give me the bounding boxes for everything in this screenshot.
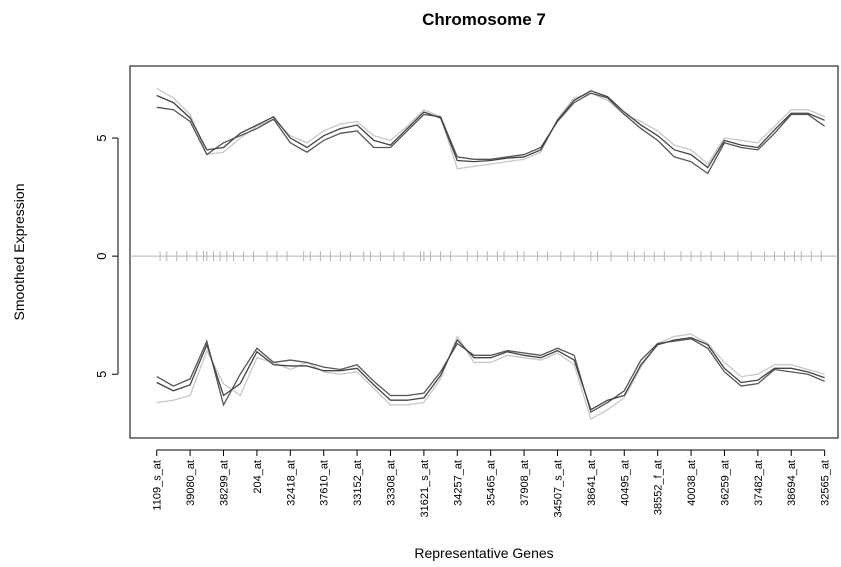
series-line [156,92,826,175]
x-tick-label: 40038_at [686,460,698,506]
y-tick-label: 5 [94,371,109,378]
chart-title: Chromosome 7 [422,10,546,29]
x-tick-label: 35465_at [486,460,498,506]
x-tick-label: 38552_f_at [653,460,665,515]
x-tick-label: 32418_at [285,460,297,506]
y-tick-label: 0 [94,253,109,260]
x-tick-label: 31621_s_at [419,460,431,518]
x-tick-label: 36259_at [719,460,731,506]
y-tick-label: 5 [94,134,109,141]
series-line [156,336,825,411]
series-line [156,90,825,169]
series-line [156,333,825,421]
x-tick-label: 39080_at [185,460,197,506]
x-tick-label: 32565_at [820,460,832,506]
x-tick-label: 37482_at [753,460,765,506]
x-tick-label: 33308_at [385,460,397,506]
series-line [156,338,825,413]
plot-frame [129,65,839,439]
series-line [156,87,825,170]
x-tick-label: 37908_at [519,460,531,506]
x-tick-label: 204_at [252,460,264,494]
x-tick-label: 40495_at [619,460,631,506]
x-tick-label: 37610_at [319,460,331,506]
x-tick-label: 33152_at [352,460,364,506]
x-axis-title: Representative Genes [414,545,553,561]
y-axis-title: Smoothed Expression [11,184,27,321]
x-tick-label: 38641_at [586,460,598,506]
x-tick-label: 34507_s_at [552,460,564,518]
x-tick-label: 38694_at [786,460,798,506]
x-tick-label: 38299_at [219,460,231,506]
x-tick-label: 1109_s_at [152,460,164,511]
x-tick-label: 34257_at [452,460,464,506]
